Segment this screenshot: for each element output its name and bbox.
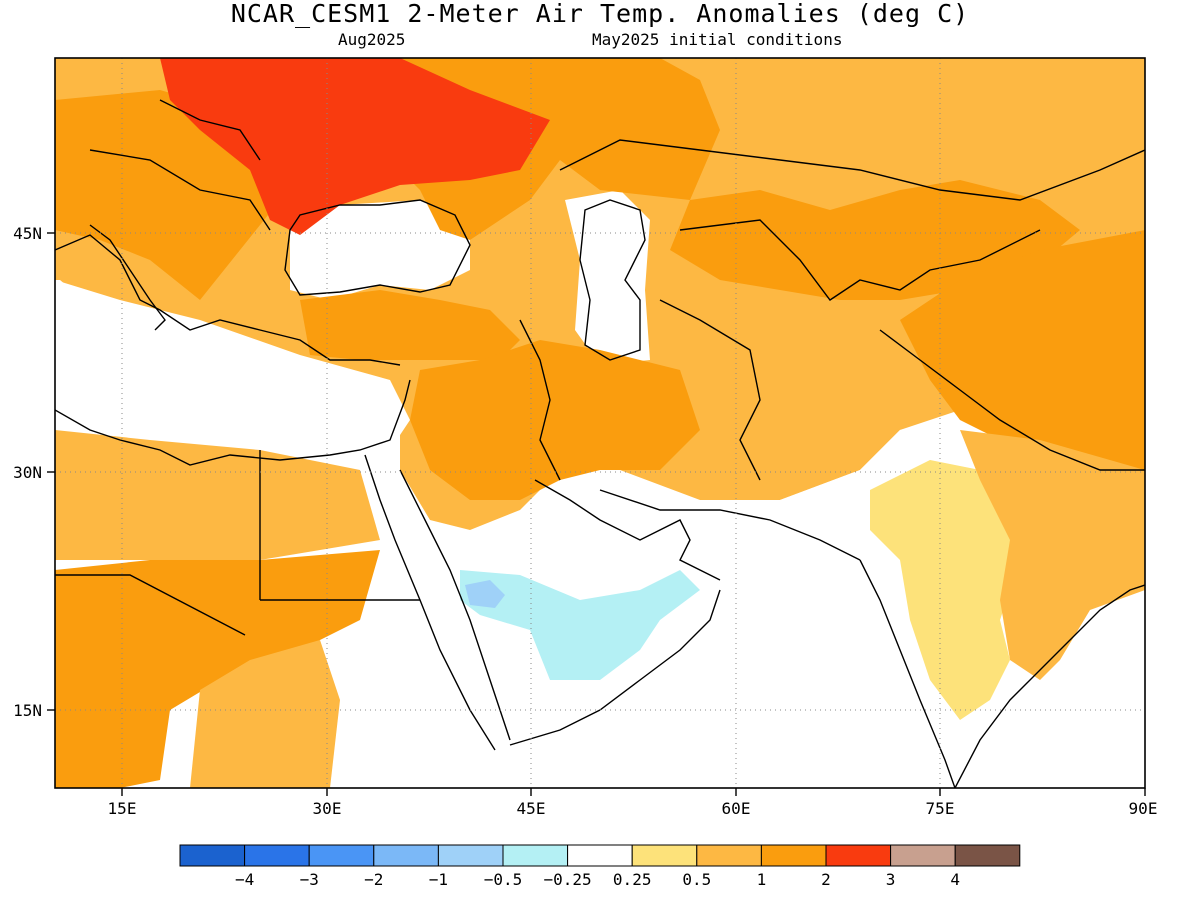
- coastline-black-sea: [284, 199, 471, 296]
- lon-label-45e: 45E: [517, 799, 546, 818]
- white-region-black-sea: [290, 200, 470, 300]
- white-region-pakistan: [780, 420, 960, 540]
- anomaly-field-turkey-orange: [300, 290, 520, 360]
- white-region-arabian-sea: [600, 545, 950, 788]
- legend-swatch: [631, 844, 698, 867]
- anomaly-field-north-africa-orange: [55, 550, 380, 788]
- coastline-india-east: [954, 584, 1145, 788]
- coastlines: [55, 99, 1145, 788]
- legend-label: −0.25: [544, 870, 592, 889]
- legend-label: 4: [950, 870, 960, 889]
- lon-label-60e: 60E: [722, 799, 751, 818]
- anomaly-field-sahara-light-orange: [55, 430, 380, 560]
- legend-label: 0.5: [682, 870, 711, 889]
- coastline-persian-gulf: [534, 479, 721, 581]
- lon-label-30e: 30E: [313, 799, 342, 818]
- lon-label-75e: 75E: [926, 799, 955, 818]
- legend-label: −4: [235, 870, 254, 889]
- border-europe: [89, 99, 271, 231]
- white-region-caspian: [565, 190, 650, 365]
- coastline-mediterranean-north: [55, 234, 401, 366]
- legend-swatch: [825, 844, 892, 867]
- border-iran-afghan: [659, 299, 761, 481]
- anomaly-field-arabia-blue: [460, 570, 700, 680]
- coastline-iran-south: [599, 489, 861, 561]
- legend-swatch: [696, 844, 762, 867]
- legend-label: 1: [757, 870, 767, 889]
- legend-label: 2: [821, 870, 831, 889]
- gridlines: [55, 58, 1145, 788]
- coastline-india-west: [859, 559, 956, 788]
- lat-label-15n: 15N: [13, 701, 42, 720]
- valid-month-label: Aug2025: [338, 30, 406, 49]
- legend-label: 3: [886, 870, 896, 889]
- legend-swatch: [437, 844, 504, 867]
- legend-swatch: [760, 844, 827, 867]
- border-himalaya: [879, 329, 1145, 471]
- lat-label-30n: 30N: [13, 463, 42, 482]
- anomaly-field-arabia-deeper-blue: [465, 580, 505, 608]
- coastline-italy: [89, 224, 166, 331]
- anomaly-field-central-asia-orange: [670, 180, 1080, 300]
- legend-swatch: [308, 844, 375, 867]
- legend-label: −0.5: [484, 870, 523, 889]
- white-region-mediterranean: [55, 280, 410, 460]
- initial-conditions-label: May2025 initial conditions: [592, 30, 843, 49]
- coastline-caspian: [579, 199, 646, 361]
- legend-swatch: [890, 844, 956, 867]
- legend-swatch: [373, 844, 439, 867]
- border-iraq-iran: [519, 319, 561, 481]
- legend-swatch: [954, 844, 1021, 867]
- legend-labels: −4 −3 −2 −1 −0.5 −0.25 0.25 0.5 1 2 3 4: [235, 870, 960, 889]
- lon-label-15e: 15E: [108, 799, 137, 818]
- legend-label: 0.25: [613, 870, 652, 889]
- lon-label-90e: 90E: [1129, 799, 1158, 818]
- anomaly-fields: [55, 58, 1145, 788]
- lat-label-45n: 45N: [13, 224, 42, 243]
- legend-swatch: [502, 844, 569, 867]
- border-central-asia: [679, 219, 1041, 301]
- coastline-red-sea-east: [399, 469, 511, 741]
- legend-label: −1: [429, 870, 448, 889]
- legend-colorbar: [179, 844, 1021, 867]
- anomaly-field-iran-iraq-orange: [410, 340, 700, 500]
- tick-marks: [47, 232, 1146, 796]
- anomaly-field-ukraine-red: [160, 58, 550, 235]
- anomaly-field-india-orange: [960, 430, 1145, 680]
- legend-swatch: [179, 844, 246, 867]
- legend-swatch: [244, 844, 310, 867]
- border-russia-kazakh: [559, 139, 1145, 201]
- anomaly-field-china-orange: [900, 230, 1145, 470]
- legend-label: −3: [300, 870, 319, 889]
- border-libya-chad: [55, 574, 246, 636]
- coastline-arabia-south: [509, 589, 721, 746]
- white-region-bay-of-bengal: [980, 600, 1145, 788]
- legend-swatch: [567, 844, 633, 867]
- legend-label: −2: [364, 870, 383, 889]
- map-frame: [54, 57, 1146, 789]
- coastline-north-africa: [55, 379, 411, 466]
- anomaly-field-horn-light-orange: [190, 640, 340, 788]
- chart-title: NCAR_CESM1 2-Meter Air Temp. Anomalies (…: [230, 0, 970, 28]
- anomaly-field-india-yellow: [870, 460, 1020, 720]
